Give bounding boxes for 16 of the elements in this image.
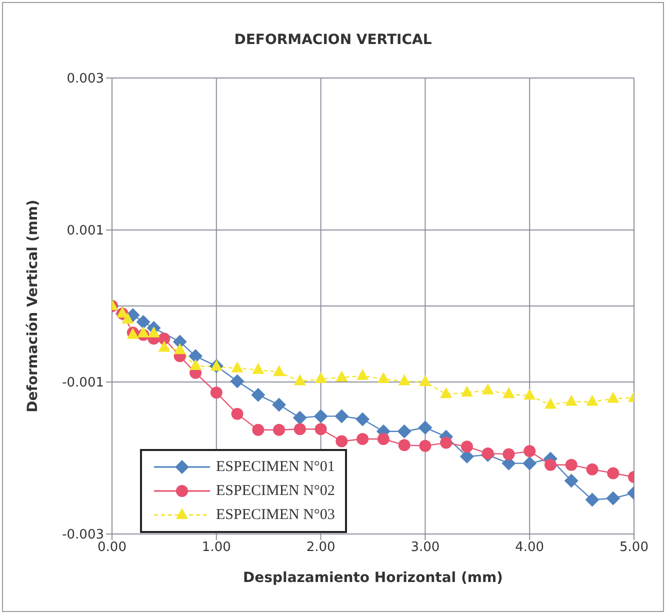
chart-title: DEFORMACION VERTICAL: [233, 32, 433, 48]
legend-label: ESPECIMEN N°03: [216, 506, 335, 524]
y-tick-label: -0.003: [62, 528, 104, 543]
x-tick-label: 0.00: [98, 540, 126, 556]
y-tick-label: 0.001: [66, 224, 104, 239]
x-tick-label: 3.00: [410, 540, 440, 556]
legend-label: ESPECIMEN N°01: [216, 458, 335, 476]
y-tick-label: -0.001: [62, 376, 104, 391]
x-tick-label: 2.00: [306, 540, 336, 556]
x-tick-label: 5.00: [620, 540, 648, 556]
x-axis-title: Desplazamiento Horizontal (mm): [243, 570, 503, 586]
y-tick-label: 0.003: [66, 72, 104, 87]
legend-label: ESPECIMEN N°02: [216, 482, 335, 500]
x-tick-label: 1.00: [202, 540, 231, 556]
y-axis-title: Deformación Vertical (mm): [24, 200, 41, 412]
x-tick-label: 4.00: [515, 540, 544, 556]
